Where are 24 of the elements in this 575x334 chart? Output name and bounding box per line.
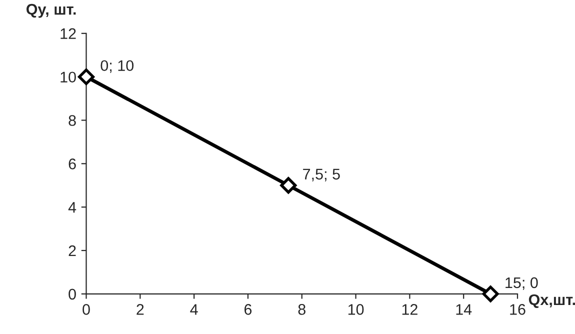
annotation: 7,5; 5 (303, 168, 340, 182)
y-tick-label: 6 (68, 158, 76, 170)
x-axis-title: Qx,шт. (528, 294, 575, 308)
x-tick-label: 8 (298, 304, 306, 315)
y-tick-label: 8 (68, 115, 76, 126)
y-tick-label: 2 (68, 245, 76, 256)
x-tick-label: 6 (244, 304, 252, 315)
y-axis-title: Qy, шт. (26, 4, 76, 18)
point (482, 286, 499, 302)
annotation: 0; 10 (100, 60, 134, 73)
y-tick-label: 12 (60, 28, 76, 39)
x-tick-label: 12 (402, 304, 418, 315)
x-tick-label: 10 (348, 304, 364, 315)
x-tick-label: 4 (190, 304, 198, 315)
y-tick-label: 4 (68, 202, 76, 213)
y-tick-label: 10 (60, 72, 76, 83)
x-tick-label: 16 (510, 304, 526, 315)
point (280, 177, 297, 194)
x-tick-label: 0 (82, 304, 90, 315)
annotation: 15; 0 (506, 277, 538, 290)
x-tick-label: 2 (136, 304, 144, 315)
point (78, 68, 95, 86)
y-tick-label: 0 (68, 288, 76, 300)
x-tick-label: 14 (456, 304, 472, 315)
